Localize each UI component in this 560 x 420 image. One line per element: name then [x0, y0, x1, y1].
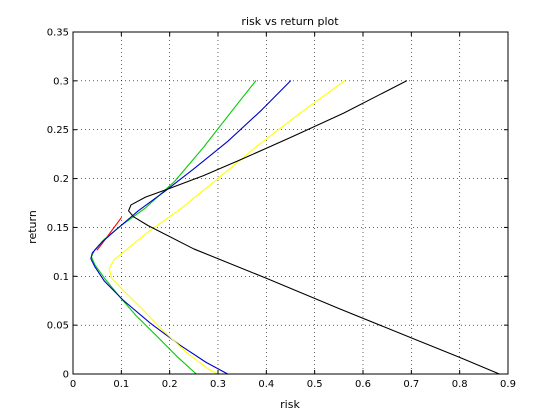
- y-tick-label: 0.2: [53, 174, 69, 185]
- x-tick-label: 0.6: [355, 379, 371, 390]
- x-tick-label: 0: [70, 379, 76, 390]
- chart-title: risk vs return plot: [241, 15, 339, 28]
- x-tick-label: 0.1: [113, 379, 129, 390]
- axis-tick-labels: 0 0.1 0.2 0.3 0.4 0.5 0.6 0.7 0.8 0.9 0 0.05 0.1 0.15…: [47, 28, 516, 391]
- series-line-4: [108, 80, 346, 375]
- series-lines: [90, 80, 500, 375]
- x-axis-label: risk: [280, 398, 300, 411]
- x-tick-label: 0.5: [307, 379, 323, 390]
- series-line-5: [128, 80, 500, 375]
- x-tick-label: 0.9: [500, 379, 516, 390]
- y-axis-label: return: [26, 210, 39, 244]
- x-tick-label: 0.4: [258, 379, 274, 390]
- x-tick-label: 0.3: [210, 379, 226, 390]
- plot-frame: [72, 31, 509, 375]
- axis-ticks: [72, 31, 509, 375]
- y-tick-label: 0.25: [47, 125, 69, 136]
- y-tick-label: 0.05: [47, 321, 69, 332]
- y-tick-label: 0.15: [47, 223, 69, 234]
- series-line-2: [90, 80, 257, 375]
- x-tick-label: 0.7: [403, 379, 419, 390]
- series-line-3: [90, 80, 292, 375]
- y-tick-label: 0: [63, 370, 69, 381]
- y-tick-label: 0.3: [53, 76, 69, 87]
- x-tick-label: 0.8: [452, 379, 468, 390]
- y-tick-label: 0.1: [53, 272, 69, 283]
- x-tick-label: 0.2: [162, 379, 178, 390]
- y-tick-label: 0.35: [47, 28, 69, 39]
